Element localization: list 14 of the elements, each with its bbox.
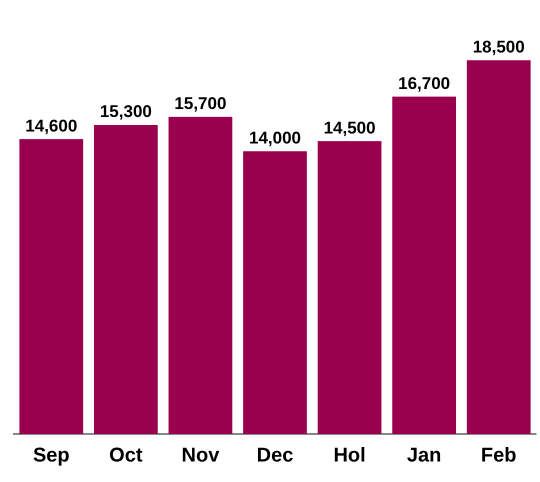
data-label: 14,500 xyxy=(324,118,376,138)
data-label: 14,000 xyxy=(249,128,301,148)
x-tick-label: Oct xyxy=(109,444,143,467)
x-tick-label: Jan xyxy=(406,444,442,467)
data-label: 18,500 xyxy=(472,37,525,56)
x-tick-label: Feb xyxy=(480,444,516,467)
data-label: 16,700 xyxy=(398,74,450,93)
data-label: 15,300 xyxy=(100,102,152,122)
x-tick-label: Sep xyxy=(32,444,70,467)
x-tick-label: Nov xyxy=(182,444,220,467)
data-label: 14,600 xyxy=(25,116,78,136)
data-label: 15,700 xyxy=(174,94,226,114)
x-tick-label: Hol xyxy=(333,444,366,467)
x-tick-label: Dec xyxy=(256,444,294,467)
